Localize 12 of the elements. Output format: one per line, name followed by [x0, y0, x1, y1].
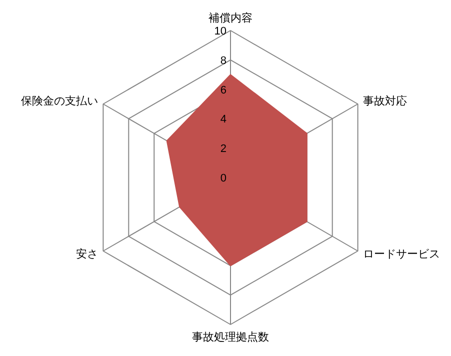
- spoke-label: ロードサービス: [363, 248, 440, 260]
- spoke-label: 保険金の支払い: [21, 94, 98, 108]
- spoke-label: 補償内容: [208, 12, 252, 24]
- y-tick-label: 4: [220, 114, 227, 126]
- y-tick-label: 10: [214, 26, 227, 38]
- spoke-label: 事故対応: [363, 94, 407, 108]
- y-tick-label: 6: [220, 84, 227, 96]
- y-tick-label: 2: [220, 143, 227, 156]
- spoke-label: 安さ: [76, 248, 98, 260]
- spoke-label: 事故処理拠点数: [192, 330, 269, 344]
- y-tick-label: 0: [220, 172, 227, 184]
- y-tick-label: 8: [220, 54, 227, 67]
